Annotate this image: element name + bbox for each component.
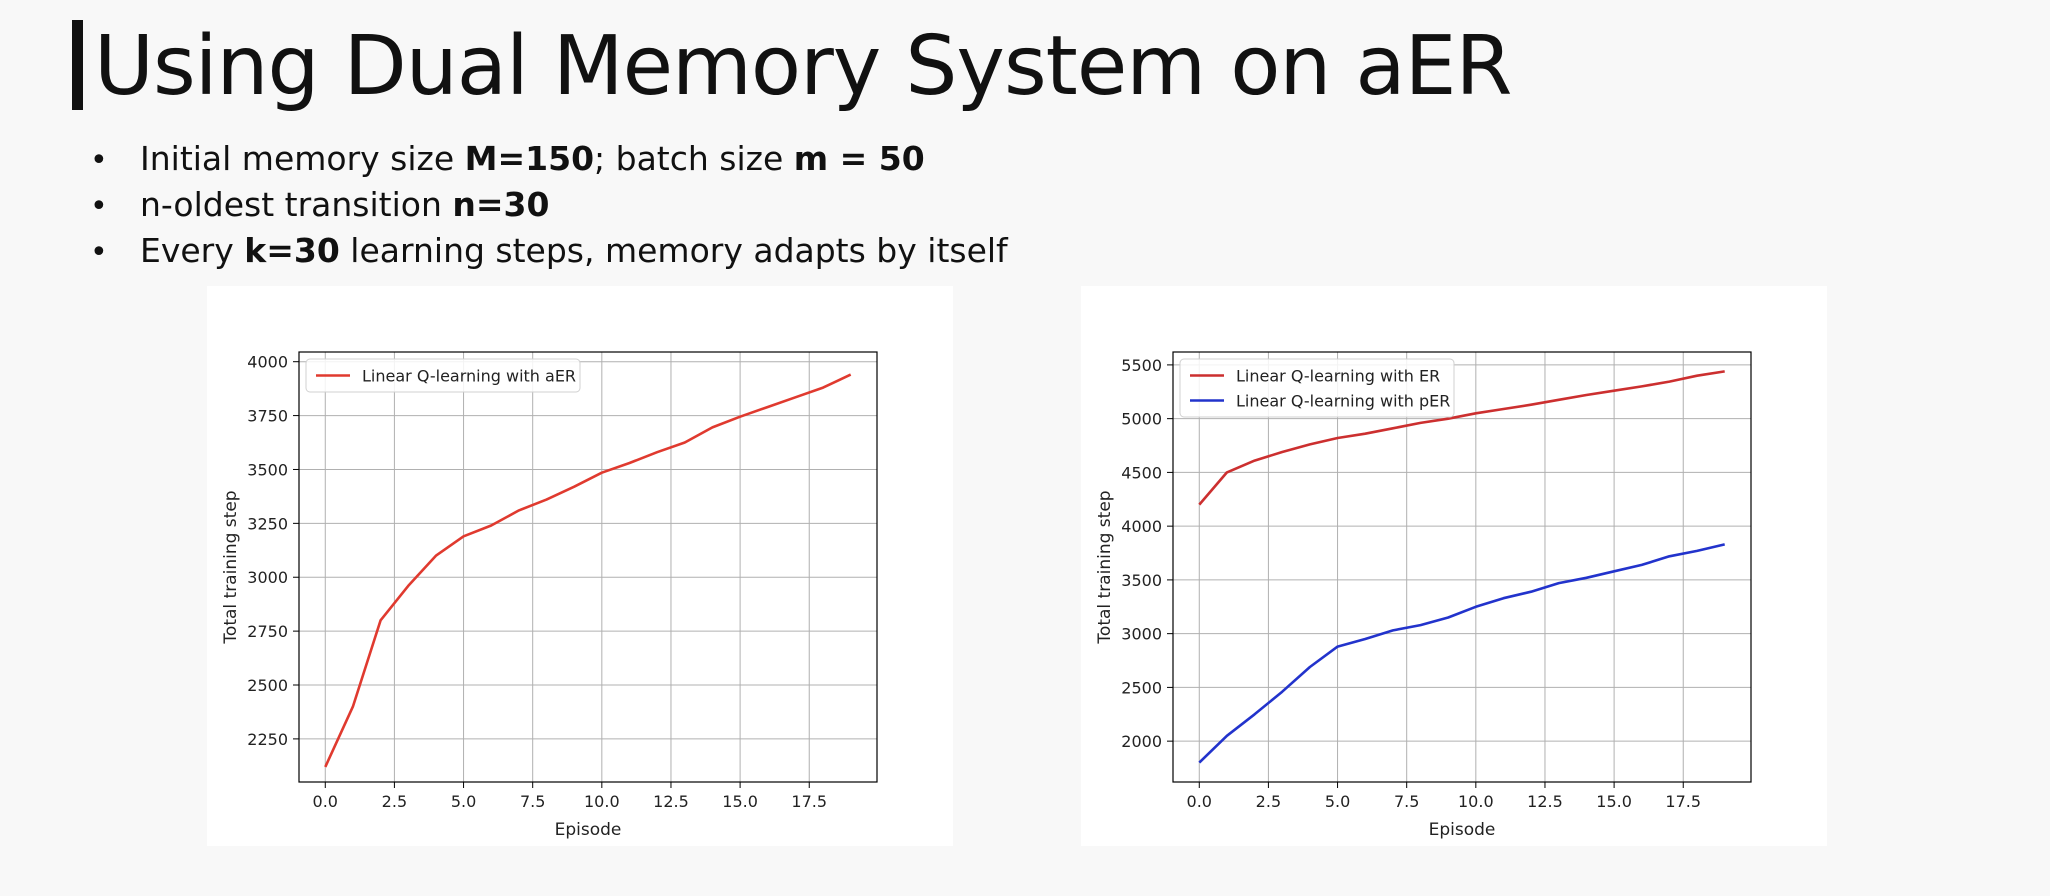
legend-label: Linear Q-learning with aER [362, 367, 576, 386]
y-tick-label: 2000 [1121, 732, 1162, 751]
y-tick-label: 3500 [247, 460, 288, 479]
x-tick-label: 12.5 [653, 792, 689, 811]
x-tick-label: 15.0 [1596, 792, 1632, 811]
y-tick-label: 3000 [1121, 625, 1162, 644]
y-tick-label: 2500 [1121, 678, 1162, 697]
x-tick-label: 17.5 [1665, 792, 1701, 811]
bullet-item: • n-oldest transition n=30 [90, 182, 1008, 228]
legend-box [1179, 358, 1455, 418]
legend-box [305, 358, 581, 393]
x-tick-label: 10.0 [584, 792, 620, 811]
x-tick-label: 2.5 [382, 792, 407, 811]
x-tick-label: 5.0 [451, 792, 476, 811]
series-line [1198, 370, 1725, 506]
plot-frame [1172, 351, 1752, 783]
y-axis-label: Total training step [221, 490, 241, 644]
x-tick-label: 10.0 [1458, 792, 1494, 811]
bullet-dot: • [90, 235, 108, 270]
y-tick-label: 3750 [247, 407, 288, 426]
y-tick-label: 2750 [247, 622, 288, 641]
bullet-dot: • [90, 189, 108, 224]
legend-label: Linear Q-learning with pER [1236, 392, 1450, 411]
bullet-list: • Initial memory size M=150; batch size m… [90, 136, 1008, 274]
y-tick-label: 2250 [247, 730, 288, 749]
x-tick-label: 7.5 [1394, 792, 1419, 811]
y-tick-label: 3000 [247, 568, 288, 587]
bullet-text: ; batch size [594, 139, 794, 178]
x-axis-label: Episode [1429, 820, 1496, 840]
y-tick-label: 5000 [1121, 410, 1162, 429]
bullet-bold: m = 50 [793, 139, 925, 178]
bullet-text: Initial memory size [140, 139, 465, 178]
bullet-item: • Initial memory size M=150; batch size m… [90, 136, 1008, 182]
x-tick-label: 7.5 [520, 792, 545, 811]
x-tick-label: 15.0 [722, 792, 758, 811]
x-tick-label: 2.5 [1256, 792, 1281, 811]
y-tick-label: 4000 [1121, 517, 1162, 536]
x-tick-label: 12.5 [1527, 792, 1563, 811]
bullet-bold: k=30 [244, 231, 340, 270]
chart-er-per: 0.0 2.5 5.0 7.5 10.0 12.5 15.0 17.5 2000 2500 3000… [1095, 351, 1752, 840]
x-tick-label: 0.0 [1187, 792, 1212, 811]
y-tick-label: 4000 [247, 353, 288, 372]
bullet-dot: • [90, 143, 108, 178]
chart-aer: 0.0 2.5 5.0 7.5 10.0 12.5 15.0 17.5 2250 2500 2750… [221, 351, 878, 840]
y-tick-label: 4500 [1121, 463, 1162, 482]
x-axis-label: Episode [555, 820, 622, 840]
title-accent-bar [72, 20, 83, 110]
slide-title: Using Dual Memory System on aER [94, 19, 1512, 114]
y-tick-label: 3250 [247, 514, 288, 533]
bullet-text: learning steps, memory adapts by itself [339, 231, 1008, 270]
y-tick-label: 3500 [1121, 571, 1162, 590]
legend-label: Linear Q-learning with ER [1236, 367, 1440, 386]
x-tick-label: 5.0 [1325, 792, 1350, 811]
bullet-text: n-oldest transition [140, 185, 453, 224]
bullet-item: • Every k=30 learning steps, memory adapt… [90, 228, 1008, 274]
bullet-text: Every [140, 231, 245, 270]
series-line [1198, 543, 1725, 764]
bullet-bold: n=30 [452, 185, 550, 224]
bullet-bold: M=150 [464, 139, 595, 178]
plot-frame [298, 351, 878, 783]
y-axis-label: Total training step [1095, 490, 1115, 644]
series-line [324, 373, 852, 768]
y-tick-label: 2500 [247, 676, 288, 695]
chart-panel-aer: 0.0 2.5 5.0 7.5 10.0 12.5 15.0 17.5 2250 2500 2750… [207, 286, 953, 846]
chart-panel-er-per: 0.0 2.5 5.0 7.5 10.0 12.5 15.0 17.5 2000 2500 3000… [1081, 286, 1827, 846]
x-tick-label: 17.5 [791, 792, 827, 811]
y-tick-label: 5500 [1121, 356, 1162, 375]
x-tick-label: 0.0 [313, 792, 338, 811]
